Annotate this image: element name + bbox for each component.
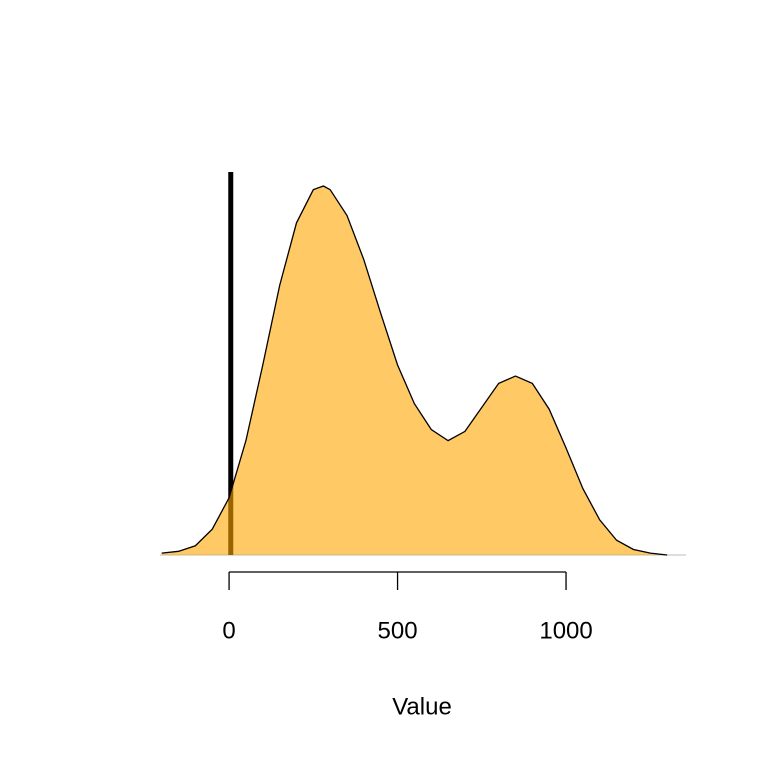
density-area	[161, 186, 668, 555]
x-tick-label: 0	[222, 617, 235, 644]
x-tick-label: 500	[378, 617, 418, 644]
density-curve	[161, 185, 668, 556]
x-tick-label: 1000	[539, 617, 592, 644]
x-axis-label: Value	[392, 693, 452, 720]
